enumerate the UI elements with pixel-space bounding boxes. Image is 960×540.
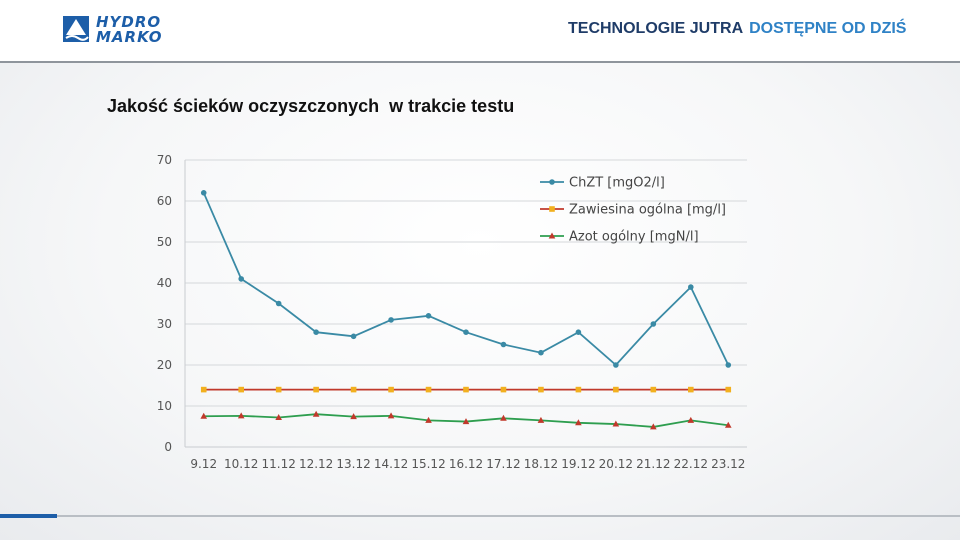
data-point-series-1 [463, 329, 469, 336]
data-point-series-1 [313, 329, 319, 336]
x-tick-label: 15.12 [411, 457, 445, 471]
data-point-series-2 [725, 386, 732, 393]
data-point-series-1 [650, 321, 657, 327]
tagline-part-2: DOSTĘPNE OD DZIŚ [749, 20, 907, 37]
data-point-series-3 [537, 416, 545, 423]
legend-marker-3 [548, 232, 556, 239]
y-tick-label: 10 [157, 399, 172, 413]
data-point-series-1 [575, 329, 582, 336]
legend-marker-1 [549, 179, 555, 185]
data-point-series-2 [238, 386, 244, 393]
y-tick-label: 0 [164, 440, 172, 454]
data-point-series-2 [200, 386, 207, 393]
data-point-series-2 [538, 386, 544, 393]
data-point-series-2 [350, 386, 357, 393]
series-line-1 [202, 192, 730, 367]
data-point-series-1 [388, 317, 394, 323]
data-point-series-2 [650, 386, 657, 393]
data-point-series-3 [237, 412, 245, 419]
y-tick-label: 30 [157, 317, 172, 331]
x-tick-label: 13.12 [336, 457, 370, 471]
data-point-series-1 [725, 362, 732, 368]
data-point-series-1 [200, 190, 207, 196]
data-point-series-3 [275, 413, 282, 420]
x-tick-label: 17.12 [486, 457, 520, 471]
y-tick-label: 20 [157, 358, 172, 372]
footer-divider [0, 515, 960, 517]
x-tick-label: 23.12 [711, 457, 745, 471]
data-point-series-2 [688, 386, 694, 393]
data-point-series-2 [613, 386, 619, 393]
x-tick-label: 22.12 [674, 457, 708, 471]
data-point-series-3 [350, 413, 357, 420]
logo-text-hydro: HYDRO [96, 13, 162, 31]
data-point-series-1 [275, 300, 282, 307]
y-tick-label: 60 [157, 194, 172, 208]
data-point-series-2 [575, 386, 582, 393]
x-tick-label: 10.12 [224, 457, 258, 471]
data-point-series-3 [575, 419, 582, 426]
data-point-series-3 [650, 423, 657, 430]
logo-mark-icon [63, 16, 89, 42]
footer-accent-bar [0, 514, 57, 518]
legend-marker-2 [549, 206, 555, 212]
data-point-series-1 [538, 349, 544, 356]
data-point-series-1 [500, 341, 507, 348]
legend-label-2: Zawiesina ogólna [mg/l] [569, 203, 726, 218]
data-point-series-3 [200, 412, 208, 419]
x-tick-label: 18.12 [524, 457, 558, 471]
data-point-series-1 [688, 284, 694, 290]
slide-title: Jakość ścieków oczyszczonych w trakcie t… [107, 96, 515, 116]
data-point-series-3 [612, 420, 620, 427]
x-tick-label: 11.12 [261, 457, 295, 471]
x-tick-label: 12.12 [299, 457, 333, 471]
data-point-series-1 [350, 333, 357, 340]
tagline: TECHNOLOGIE JUTRA DOSTĘPNE OD DZIŚ [568, 20, 906, 38]
data-point-series-3 [724, 421, 732, 428]
data-point-series-3 [462, 418, 470, 425]
data-point-series-1 [425, 313, 432, 319]
y-tick-label: 50 [157, 235, 172, 249]
header-bar: HYDRO MARKO TECHNOLOGIE JUTRA DOSTĘPNE OD… [0, 0, 960, 62]
data-point-series-2 [500, 386, 507, 393]
x-tick-label: 19.12 [561, 457, 595, 471]
legend-label-1: ChZT [mgO2/l] [569, 176, 665, 191]
data-point-series-3 [387, 412, 395, 419]
data-point-series-2 [275, 386, 282, 393]
x-tick-label: 14.12 [374, 457, 408, 471]
data-point-series-3 [312, 410, 320, 417]
company-logo: HYDRO MARKO [62, 15, 212, 45]
data-point-series-2 [388, 386, 394, 393]
x-tick-label: 16.12 [449, 457, 483, 471]
x-tick-label: 9.12 [190, 457, 217, 471]
y-tick-label: 40 [157, 276, 172, 290]
data-point-series-3 [500, 414, 507, 421]
x-tick-label: 21.12 [636, 457, 670, 471]
x-tick-label: 20.12 [599, 457, 633, 471]
legend-label-3: Azot ogólny [mgN/l] [569, 230, 699, 245]
logo-text-marko: MARKO [96, 28, 163, 46]
y-tick-label: 70 [157, 153, 172, 167]
data-point-series-1 [613, 362, 619, 368]
header-divider [0, 61, 960, 63]
tagline-part-1: TECHNOLOGIE JUTRA [568, 20, 744, 37]
data-point-series-3 [425, 416, 432, 423]
data-point-series-2 [313, 386, 319, 393]
data-point-series-2 [463, 386, 469, 393]
data-point-series-1 [238, 276, 244, 282]
data-point-series-2 [425, 386, 432, 393]
data-point-series-3 [687, 416, 695, 423]
